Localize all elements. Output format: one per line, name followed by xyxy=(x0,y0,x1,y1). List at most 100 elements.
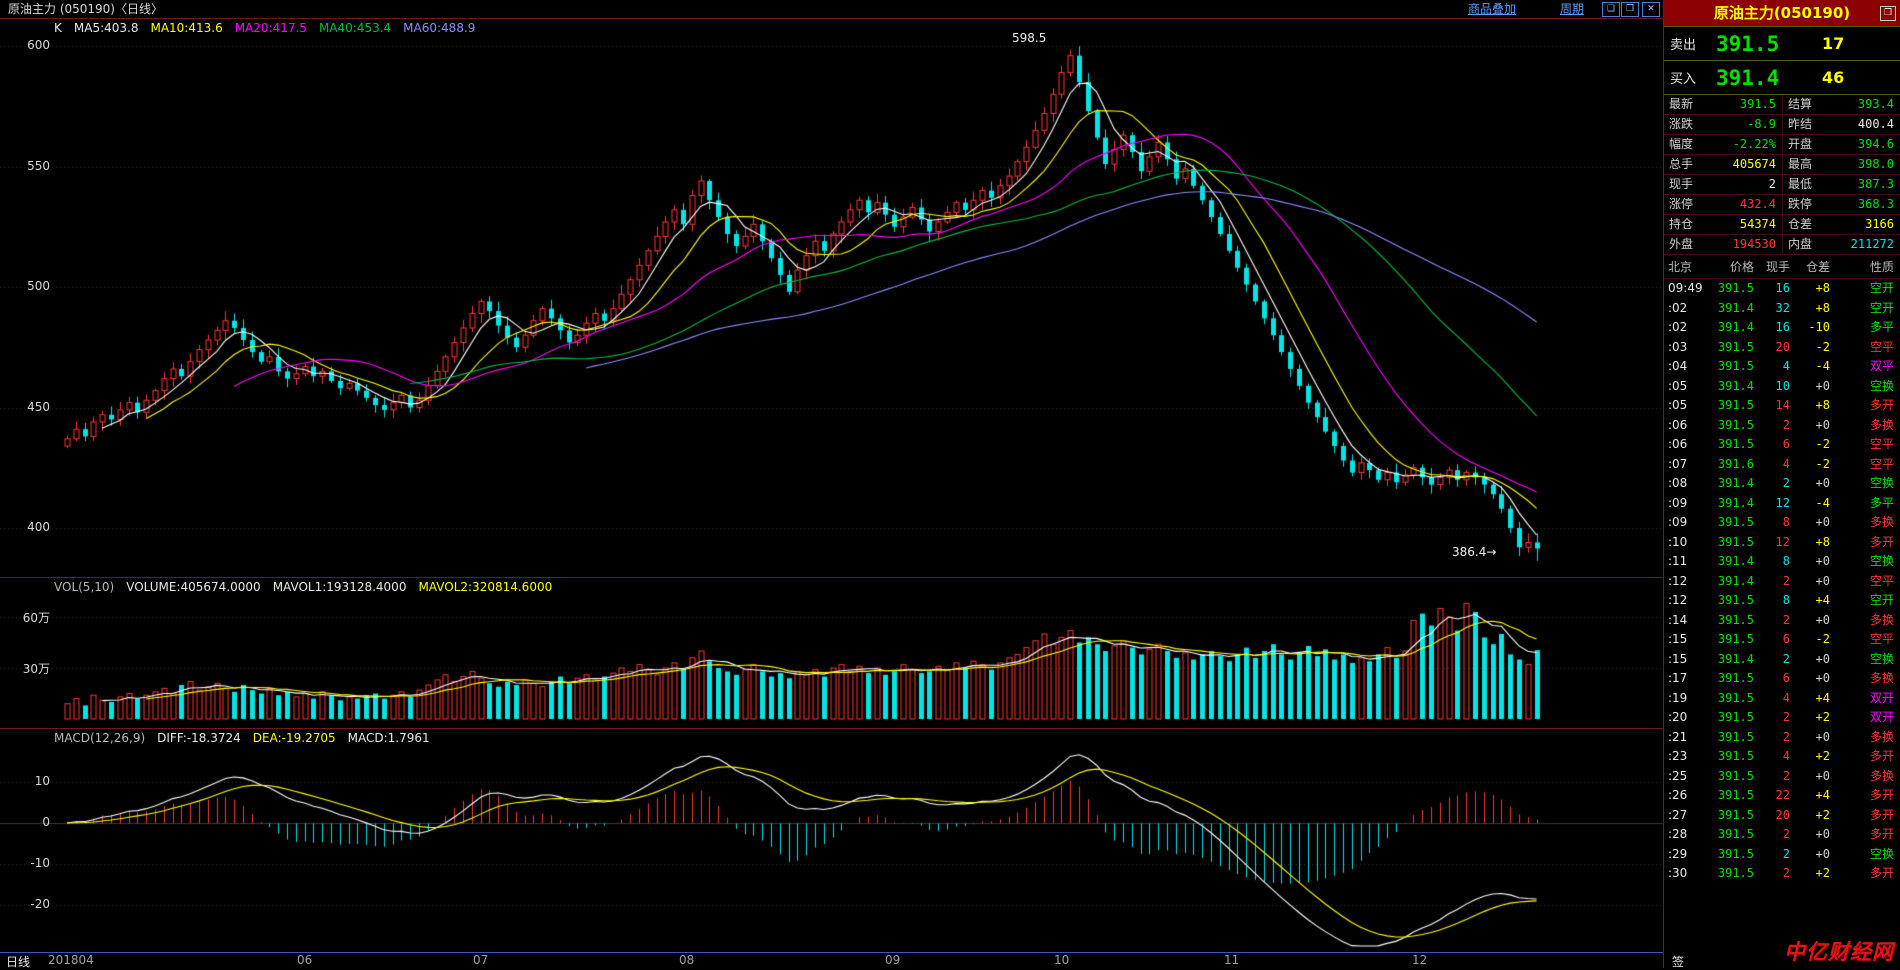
commodity-overlay-link[interactable]: 商品叠加 xyxy=(1468,2,1517,16)
ma60-value: MA60:488.9 xyxy=(403,21,476,35)
mavol1-value: MAVOL1:193128.4000 xyxy=(272,580,407,594)
stat-value: 405674 xyxy=(1706,155,1782,175)
stat-value: 400.4 xyxy=(1824,115,1900,135)
tick-row: :15 391.4 2 +0 空换 xyxy=(1664,650,1900,670)
contract-name: 原油主力(050190) xyxy=(1713,4,1851,22)
tick-oi-change: +0 xyxy=(1815,729,1830,744)
tick-price: 391.4 xyxy=(1717,320,1754,334)
tick-row: :26 391.5 22 +4 多开 xyxy=(1664,786,1900,806)
tick-row: :27 391.5 20 +2 多开 xyxy=(1664,806,1900,826)
tick-oi-change: +8 xyxy=(1815,534,1830,549)
tab-label[interactable]: 签 xyxy=(1672,955,1685,969)
tick-time: :08 xyxy=(1668,476,1688,490)
tick-nature: 多换 xyxy=(1869,768,1894,783)
tick-oi-change: +0 xyxy=(1815,612,1830,627)
watermark: 中亿财经网 xyxy=(1784,940,1894,964)
tick-nature: 空开 xyxy=(1869,281,1894,295)
tick-price: 391.5 xyxy=(1717,417,1754,432)
tick-time: 09:49 xyxy=(1668,281,1703,295)
volume-chart-canvas[interactable] xyxy=(0,578,1663,728)
top-bar: 原油主力 (050190)〈日线〉 商品叠加 周期 ❏ ❐ ✕ xyxy=(0,0,1663,19)
volume-indicator-header: VOL(5,10) VOLUME:405674.0000 MAVOL1:193128… xyxy=(54,580,564,594)
tick-time: :11 xyxy=(1668,554,1688,568)
tick-row: :19 391.5 4 +4 双开 xyxy=(1664,689,1900,709)
tick-time: :30 xyxy=(1668,866,1688,880)
stat-value: 194530 xyxy=(1706,235,1782,255)
diff-value: DIFF:-18.3724 xyxy=(157,731,241,745)
tick-price: 391.4 xyxy=(1717,495,1754,510)
tick-oi-change: -2 xyxy=(1815,632,1830,646)
sell-quote-row[interactable]: 卖出 391.5 17 xyxy=(1664,26,1900,61)
stat-label: 现手 xyxy=(1664,175,1706,195)
tick-time: :09 xyxy=(1668,495,1688,510)
tick-volume: 4 xyxy=(1782,749,1790,763)
volume-value: VOLUME:405674.0000 xyxy=(126,580,261,594)
dea-value: DEA:-19.2705 xyxy=(252,731,336,745)
quote-panel: 原油主力(050190) ❐ 卖出 391.5 17 买入 391.4 46 最新… xyxy=(1664,0,1900,968)
tick-row: :12 391.5 8 +4 空开 xyxy=(1664,591,1900,611)
ma20-value: MA20:417.5 xyxy=(234,21,307,35)
tick-row: 09:49 391.5 16 +8 空开 xyxy=(1664,279,1900,299)
tick-oi-change: +8 xyxy=(1815,398,1830,412)
panel-window-icon[interactable]: ❐ xyxy=(1880,6,1896,21)
tick-price: 391.5 xyxy=(1717,515,1754,529)
tick-price: 391.5 xyxy=(1717,690,1754,705)
tick-price: 391.5 xyxy=(1717,339,1754,354)
tick-price: 391.5 xyxy=(1717,612,1754,627)
tick-table: 09:49 391.5 16 +8 空开:02 391.4 32 +8 空开:02 391.4 16… xyxy=(1664,279,1900,884)
tick-nature: 空换 xyxy=(1869,651,1894,666)
quote-panel-title: 原油主力(050190) ❐ xyxy=(1664,0,1900,26)
stat-label: 涨跌 xyxy=(1664,115,1706,135)
tick-oi-change: -2 xyxy=(1815,437,1830,451)
ma5-value: MA5:403.8 xyxy=(73,21,139,35)
tick-nature: 多开 xyxy=(1869,827,1894,841)
tick-time: :05 xyxy=(1668,378,1688,393)
arrow-right-icon: → xyxy=(1486,545,1497,559)
tick-volume: 2 xyxy=(1782,710,1790,724)
tick-nature: 多开 xyxy=(1869,866,1894,880)
tick-price: 391.4 xyxy=(1717,378,1754,393)
tick-col-header: 仓差 xyxy=(1805,260,1830,274)
stat-value: 368.3 xyxy=(1824,195,1900,215)
tick-col-header: 现手 xyxy=(1765,260,1790,274)
period-label[interactable]: 日线 xyxy=(6,955,31,969)
tick-nature: 多换 xyxy=(1869,417,1894,432)
tick-volume: 16 xyxy=(1775,320,1790,334)
tick-volume: 14 xyxy=(1775,398,1790,412)
tick-time: :25 xyxy=(1668,768,1688,783)
buy-quote-row[interactable]: 买入 391.4 46 xyxy=(1664,61,1900,95)
stat-value: 2 xyxy=(1706,175,1782,195)
x-axis-line xyxy=(0,952,1663,953)
period-link[interactable]: 周期 xyxy=(1560,2,1585,16)
tick-time: :03 xyxy=(1668,339,1688,354)
stat-value: 391.5 xyxy=(1706,95,1782,115)
tick-time: :14 xyxy=(1668,612,1688,627)
tick-oi-change: +0 xyxy=(1815,515,1830,529)
stat-label: 外盘 xyxy=(1664,235,1706,255)
tick-volume: 4 xyxy=(1782,359,1790,373)
tick-row: :21 391.5 2 +0 多换 xyxy=(1664,728,1900,748)
window-tile-icon[interactable]: ❐ xyxy=(1621,2,1639,17)
tick-time: :15 xyxy=(1668,632,1688,646)
window-cascade-icon[interactable]: ❏ xyxy=(1602,2,1620,17)
month-label: 10 xyxy=(1054,953,1070,967)
tick-time: :26 xyxy=(1668,788,1688,802)
price-chart-canvas[interactable] xyxy=(0,19,1663,577)
macd-indicator-header: MACD(12,26,9) DIFF:-18.3724 DEA:-19.2705 MA… xyxy=(54,731,442,745)
tick-price: 391.5 xyxy=(1717,359,1754,373)
window-close-icon[interactable]: ✕ xyxy=(1642,2,1660,17)
tick-oi-change: +2 xyxy=(1815,866,1830,880)
macd-chart-canvas[interactable] xyxy=(0,729,1663,952)
tick-nature: 多开 xyxy=(1869,807,1894,822)
tick-row: :28 391.5 2 +0 多开 xyxy=(1664,825,1900,845)
tick-row: :23 391.5 4 +2 多开 xyxy=(1664,747,1900,767)
tick-price: 391.5 xyxy=(1717,768,1754,783)
tick-nature: 空换 xyxy=(1869,476,1894,490)
tick-time: :02 xyxy=(1668,320,1688,334)
month-label: 09 xyxy=(885,953,901,967)
tick-row: :15 391.5 6 -2 空平 xyxy=(1664,630,1900,650)
tick-nature: 空换 xyxy=(1869,846,1894,861)
month-label: 11 xyxy=(1224,953,1240,967)
tick-nature: 多换 xyxy=(1869,671,1894,685)
tick-time: :09 xyxy=(1668,515,1688,529)
